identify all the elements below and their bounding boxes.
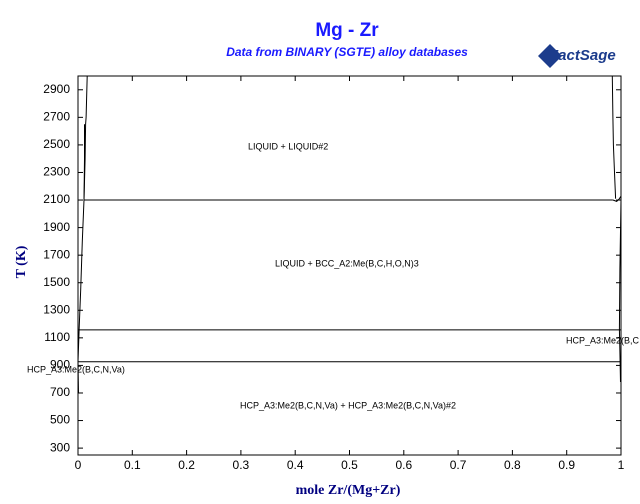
- phase-boundary: [611, 75, 617, 199]
- y-tick-label: 1500: [43, 275, 70, 289]
- x-tick-label: 1: [618, 458, 625, 472]
- y-tick-label: 1100: [44, 330, 70, 344]
- y-tick-label: 2500: [43, 137, 70, 151]
- x-tick-label: 0.1: [124, 458, 141, 472]
- x-tick-label: 0.6: [395, 458, 412, 472]
- x-tick-label: 0.5: [341, 458, 358, 472]
- x-axis-label: mole Zr/(Mg+Zr): [296, 483, 401, 498]
- y-tick-label: 500: [50, 413, 70, 427]
- y-tick-label: 900: [50, 358, 70, 372]
- phase-label: HCP_A3:Me2(B,C,N,Va) + HCP_A3:Me2(B,C,N,…: [240, 400, 456, 410]
- phase-label: HCP_A3:Me2(B,C: [566, 335, 640, 345]
- phase-boundary: [612, 195, 622, 202]
- x-tick-label: 0.9: [558, 458, 575, 472]
- logo-text: FactSage: [549, 47, 616, 64]
- y-tick-label: 1300: [43, 302, 70, 316]
- phase-boundary: [618, 329, 621, 383]
- phase-boundary: [77, 361, 79, 394]
- phase-boundary: [77, 75, 88, 362]
- y-axis-label: T (K): [14, 245, 29, 278]
- logo: FactSage: [538, 44, 616, 68]
- x-tick-label: 0.4: [287, 458, 304, 472]
- x-tick-label: 0.2: [178, 458, 195, 472]
- phase-label: LIQUID + LIQUID#2: [248, 141, 328, 151]
- phase-label: LIQUID + BCC_A2:Me(B,C,H,O,N)3: [275, 258, 419, 268]
- y-tick-label: 1700: [43, 247, 70, 261]
- chart-subtitle: Data from BINARY (SGTE) alloy databases: [226, 45, 468, 59]
- x-tick-label: 0.3: [233, 458, 250, 472]
- y-tick-label: 2900: [43, 82, 70, 96]
- x-tick-label: 0.8: [504, 458, 521, 472]
- y-tick-label: 2700: [43, 110, 70, 124]
- logo-icon: [538, 44, 562, 68]
- y-tick-label: 1900: [43, 220, 70, 234]
- chart-title: Mg - Zr: [315, 20, 379, 41]
- x-tick-label: 0: [75, 458, 82, 472]
- x-tick-label: 0.7: [450, 458, 467, 472]
- y-tick-label: 300: [50, 440, 70, 454]
- y-tick-label: 700: [50, 385, 70, 399]
- y-tick-label: 2300: [43, 165, 70, 179]
- phase-boundary: [618, 199, 622, 330]
- phase-boundary: [83, 124, 85, 201]
- phase-label: HCP_A3:Me2(B,C,N,Va): [27, 364, 125, 374]
- y-tick-label: 2100: [43, 192, 70, 206]
